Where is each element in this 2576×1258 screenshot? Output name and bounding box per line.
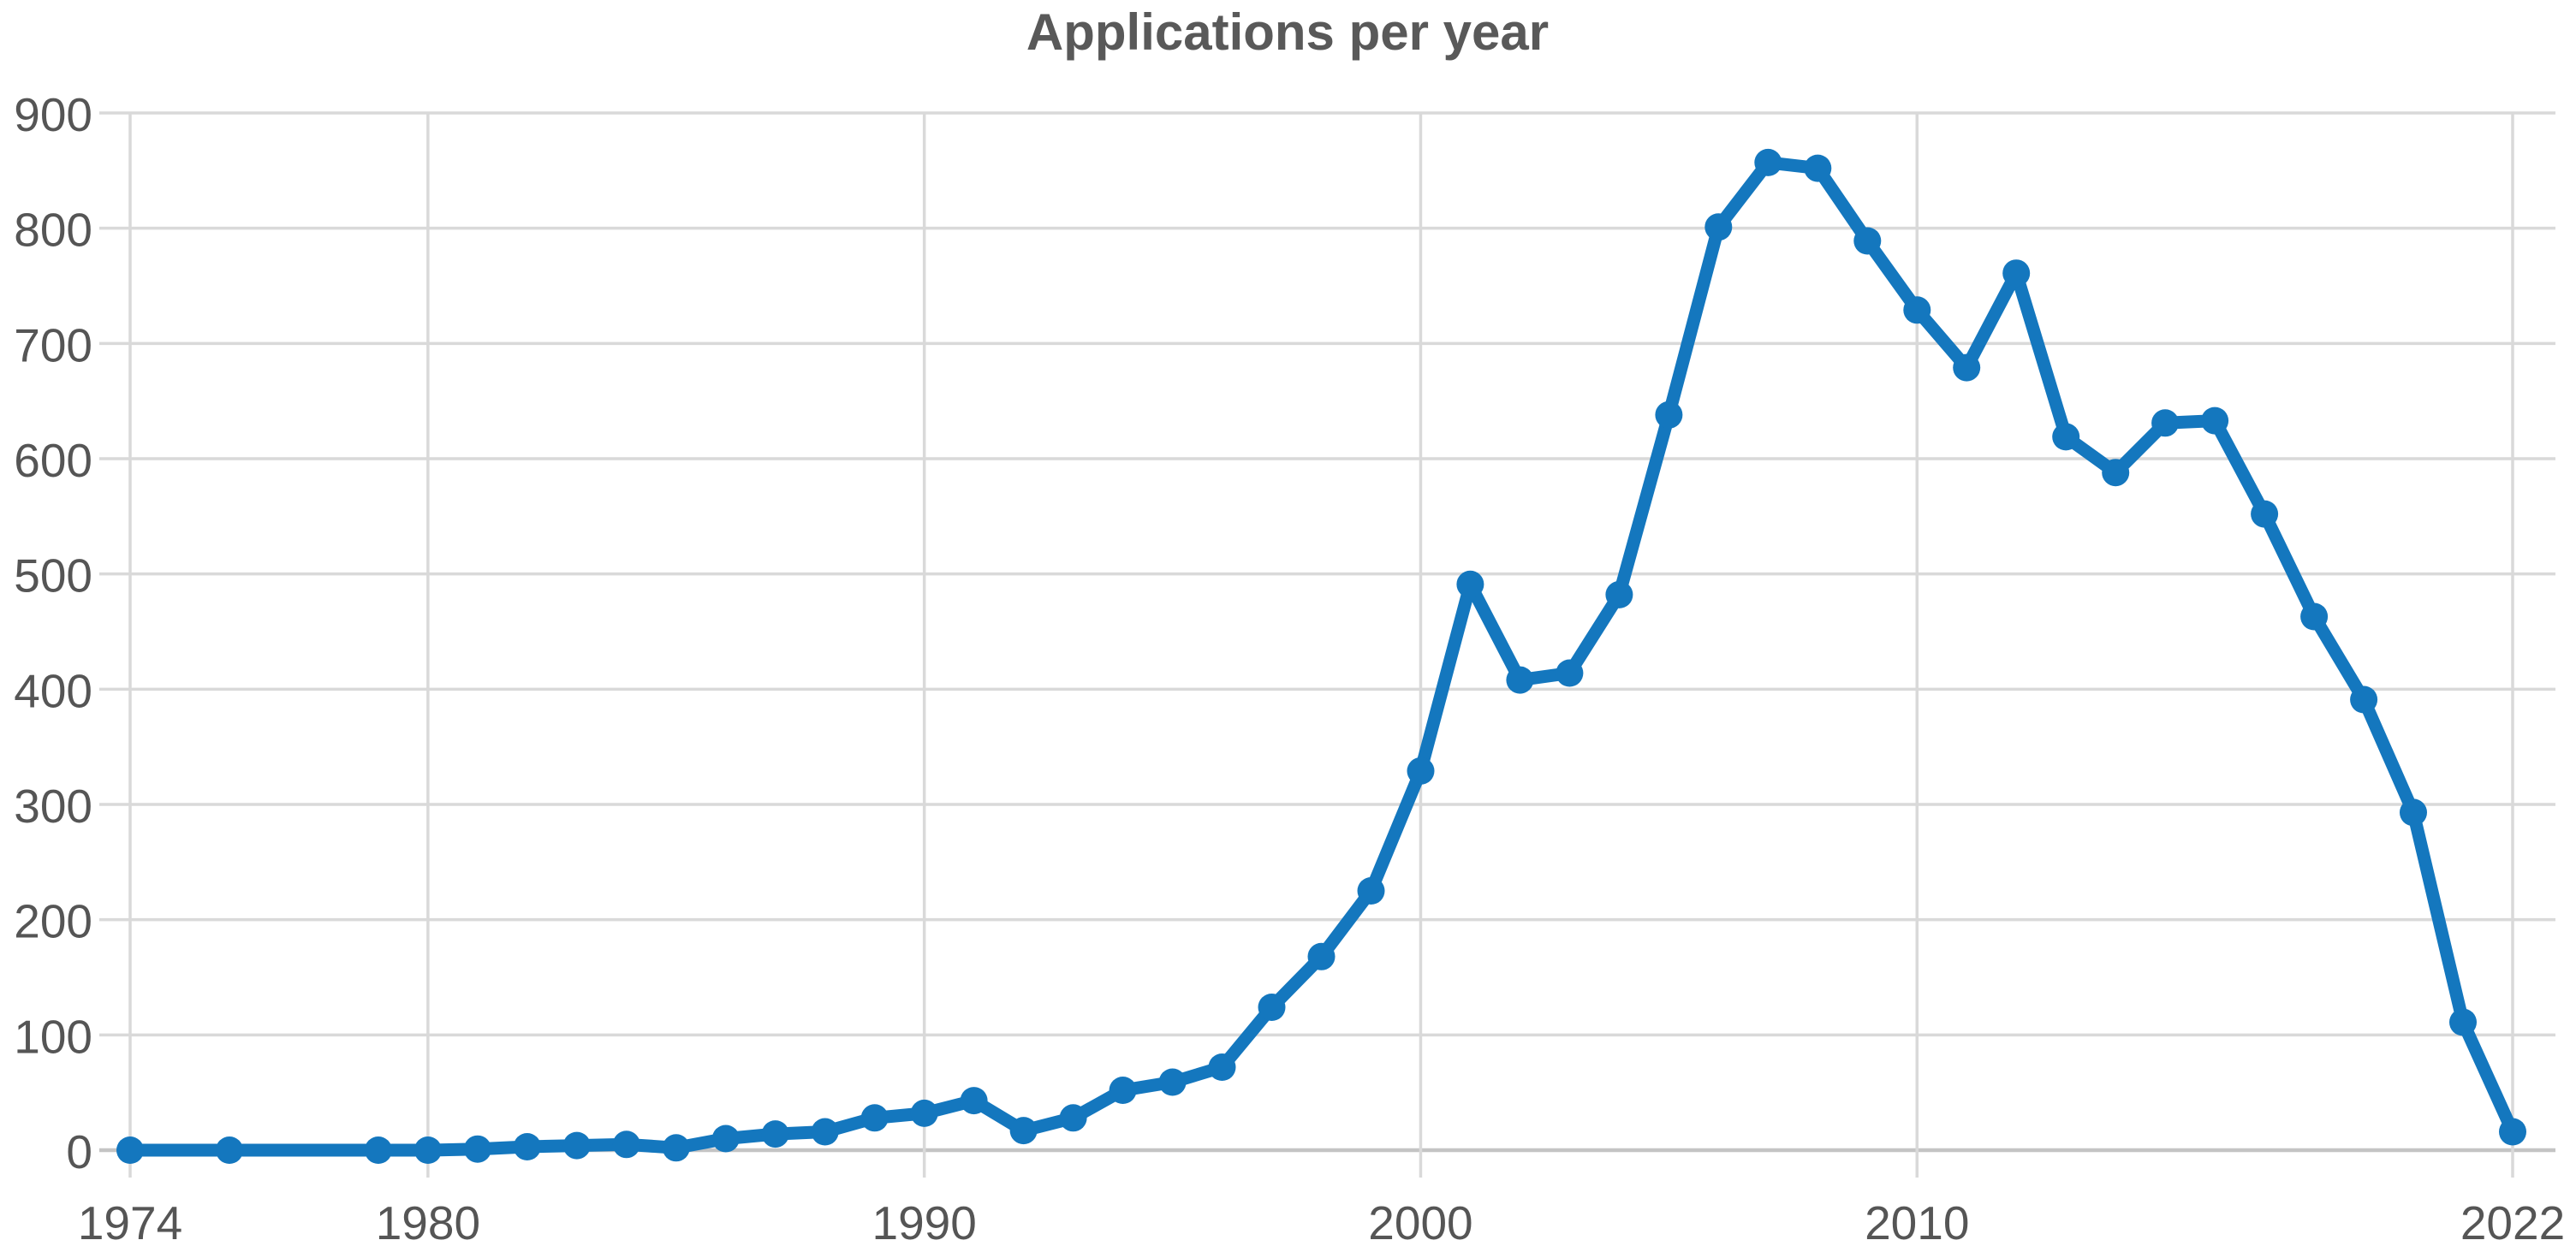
data-point-2020	[2400, 798, 2427, 827]
data-point-2011	[1953, 353, 1981, 382]
data-point-2007	[1754, 148, 1782, 176]
data-point-2016	[2201, 406, 2229, 435]
y-axis-tick-label-500: 500	[14, 549, 92, 602]
data-point-1993	[1059, 1104, 1087, 1132]
data-point-2013	[2052, 423, 2080, 451]
data-point-1981	[463, 1135, 491, 1163]
y-axis-tick-label-200: 200	[14, 895, 92, 948]
data-point-2019	[2350, 685, 2378, 714]
data-point-1974	[116, 1136, 144, 1164]
x-axis-tick-label-1980: 1980	[376, 1196, 480, 1249]
data-point-1980	[413, 1136, 442, 1164]
data-point-1997	[1258, 994, 1286, 1021]
data-point-2009	[1853, 227, 1882, 255]
data-point-2015	[2151, 409, 2180, 437]
x-axis-tick-label-1990: 1990	[872, 1196, 976, 1249]
y-axis-tick-label-300: 300	[14, 780, 92, 833]
data-point-2001	[1456, 570, 1484, 598]
y-axis-tick-label-100: 100	[14, 1010, 92, 1063]
data-point-2005	[1655, 401, 1683, 429]
y-axis-tick-label-0: 0	[66, 1125, 92, 1178]
data-point-2017	[2251, 500, 2279, 528]
x-axis-tick-label-2010: 2010	[1865, 1196, 1969, 1249]
data-point-1976	[216, 1136, 243, 1164]
series-line	[123, 156, 2519, 1157]
y-axis-tick-label-400: 400	[14, 664, 92, 717]
data-point-1994	[1109, 1077, 1137, 1104]
data-point-2010	[1903, 296, 1931, 324]
y-axis-labels: 0 100 200 300 400 500 600 700 800 900	[14, 88, 92, 1178]
data-point-2021	[2449, 1008, 2477, 1036]
data-point-1995	[1158, 1068, 1187, 1096]
chart-title: Applications per year	[1026, 3, 1549, 61]
data-point-1991	[960, 1087, 988, 1115]
data-point-1987	[761, 1120, 789, 1148]
data-point-1996	[1208, 1053, 1236, 1081]
data-point-1979	[364, 1136, 392, 1164]
data-point-1984	[612, 1130, 640, 1159]
data-point-2002	[1506, 666, 1534, 694]
x-axis-tick-label-1974: 1974	[78, 1196, 182, 1249]
data-point-2014	[2102, 459, 2130, 487]
y-axis-tick-label-600: 600	[14, 434, 92, 487]
data-point-2008	[1804, 154, 1832, 182]
data-point-1992	[1009, 1117, 1038, 1145]
data-point-2022	[2499, 1118, 2526, 1146]
data-point-1990	[910, 1099, 938, 1127]
data-point-1986	[711, 1124, 740, 1153]
data-point-1983	[562, 1131, 591, 1160]
data-point-1985	[662, 1134, 690, 1162]
data-point-1982	[513, 1133, 541, 1160]
data-point-2012	[2002, 259, 2031, 288]
data-point-1989	[860, 1104, 889, 1132]
x-axis-tick-label-2000: 2000	[1368, 1196, 1472, 1249]
x-axis-tick-label-2022: 2022	[2460, 1196, 2565, 1249]
series-applications	[116, 148, 2526, 1164]
y-axis-tick-label-900: 900	[14, 88, 92, 141]
y-axis-tick-label-800: 800	[14, 204, 92, 257]
data-point-2000	[1407, 757, 1435, 785]
data-point-2006	[1704, 213, 1733, 241]
horizontal-gridlines	[99, 111, 2555, 1153]
data-point-1988	[811, 1118, 839, 1146]
x-axis-labels: 1974 1980 1990 2000 2010 2022	[78, 1196, 2565, 1249]
data-point-2004	[1605, 580, 1633, 608]
vertical-gridlines	[128, 113, 2514, 1178]
y-axis-tick-label-700: 700	[14, 318, 92, 371]
data-point-2018	[2300, 602, 2329, 631]
data-point-2003	[1556, 659, 1584, 687]
data-point-1998	[1307, 942, 1336, 970]
data-point-1999	[1357, 877, 1385, 905]
